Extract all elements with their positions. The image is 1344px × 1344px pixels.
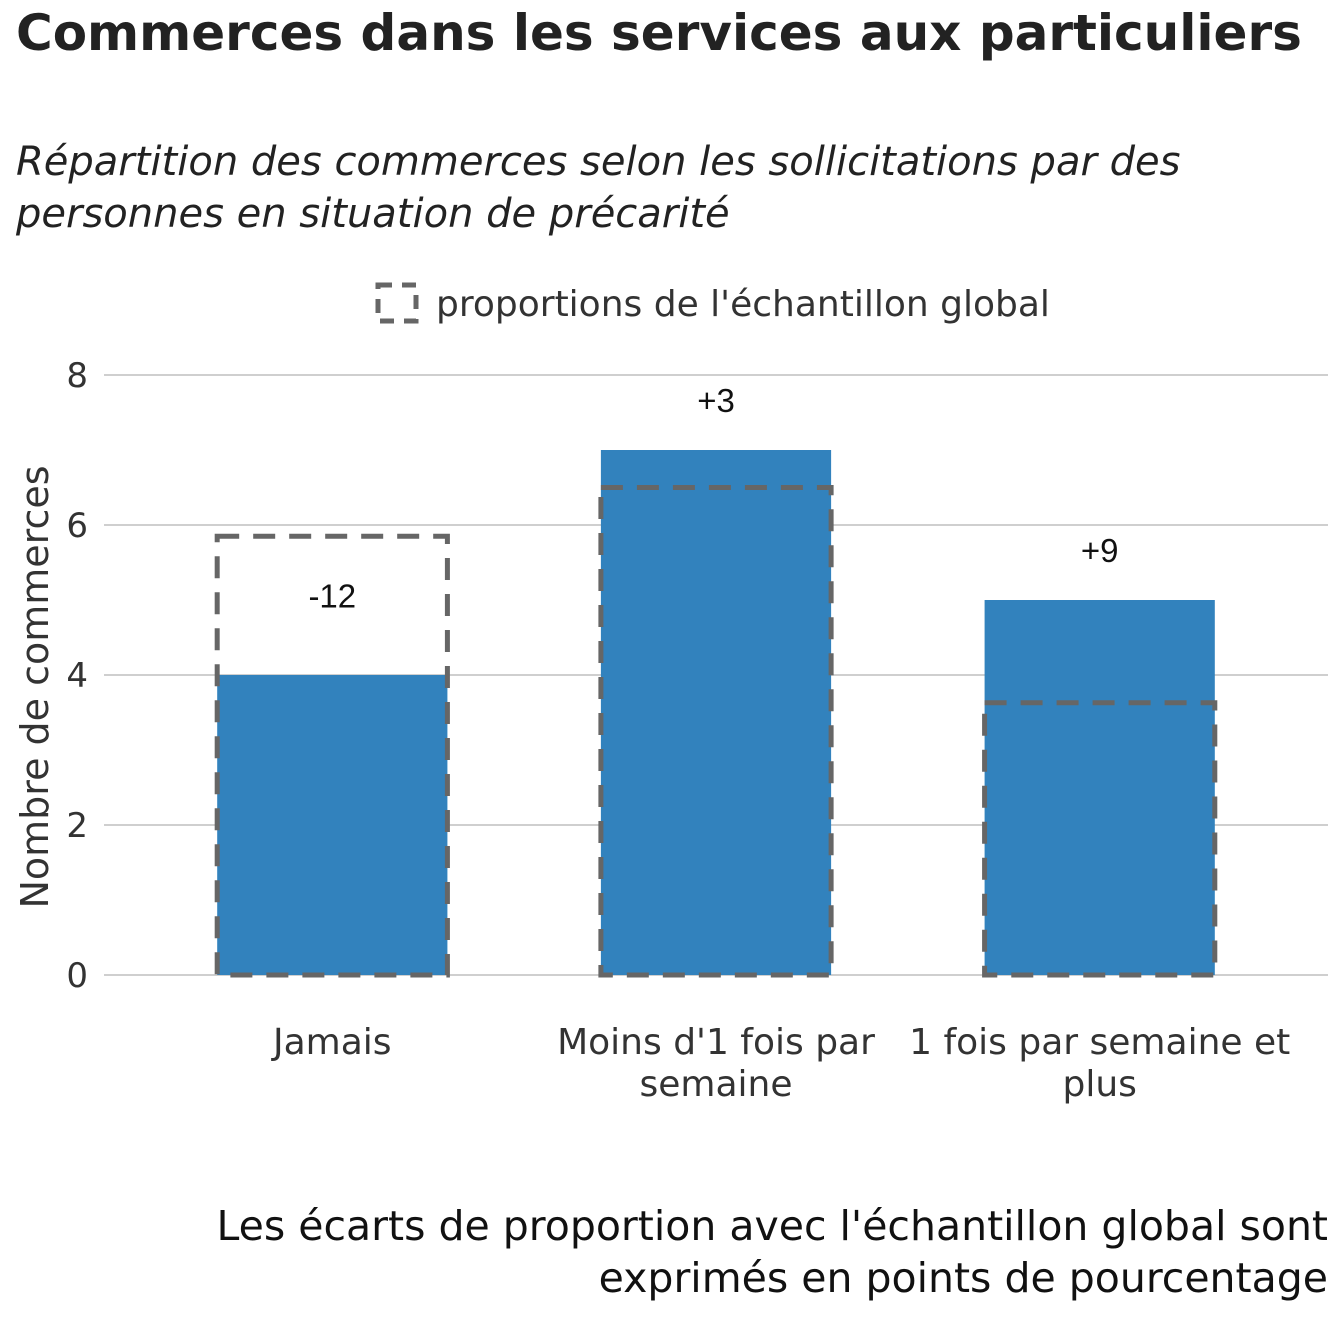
y-tick-label: 2 bbox=[66, 806, 88, 846]
y-tick-label: 0 bbox=[66, 956, 88, 996]
y-axis-ticks: 0 2 4 6 8 bbox=[66, 356, 88, 996]
chart-caption: Les écarts de proportion avec l'échantil… bbox=[216, 1202, 1328, 1302]
data-label: -12 bbox=[308, 578, 356, 615]
x-tick-label: plus bbox=[1062, 1064, 1136, 1105]
bar bbox=[984, 600, 1215, 975]
chart-title: Commerces dans les services aux particul… bbox=[16, 4, 1302, 62]
x-tick-label: 1 fois par semaine et bbox=[909, 1022, 1290, 1063]
y-tick-label: 6 bbox=[66, 506, 88, 546]
bar bbox=[600, 450, 832, 975]
reference-outline bbox=[598, 485, 834, 978]
data-label: +3 bbox=[697, 382, 735, 419]
legend-label: proportions de l'échantillon global bbox=[436, 284, 1050, 325]
x-tick-label: semaine bbox=[640, 1064, 793, 1105]
bar bbox=[217, 675, 448, 975]
y-axis-label: Nombre de commerces bbox=[13, 465, 57, 908]
x-tick-label: Moins d'1 fois par bbox=[557, 1022, 875, 1063]
y-tick-label: 8 bbox=[66, 356, 88, 396]
reference-outline bbox=[982, 700, 1218, 978]
legend-key bbox=[375, 282, 419, 324]
chart-subtitle: Répartition des commerces selon les soll… bbox=[16, 139, 1181, 237]
reference-outlines bbox=[214, 485, 1218, 978]
data-label: +9 bbox=[1081, 532, 1119, 569]
data-labels: -12 +3 +9 bbox=[308, 382, 1118, 615]
legend: proportions de l'échantillon global bbox=[375, 282, 1050, 325]
reference-outline bbox=[214, 533, 450, 978]
x-tick-label: Jamais bbox=[271, 1022, 392, 1063]
bars bbox=[217, 450, 1215, 975]
y-tick-label: 4 bbox=[66, 656, 88, 696]
